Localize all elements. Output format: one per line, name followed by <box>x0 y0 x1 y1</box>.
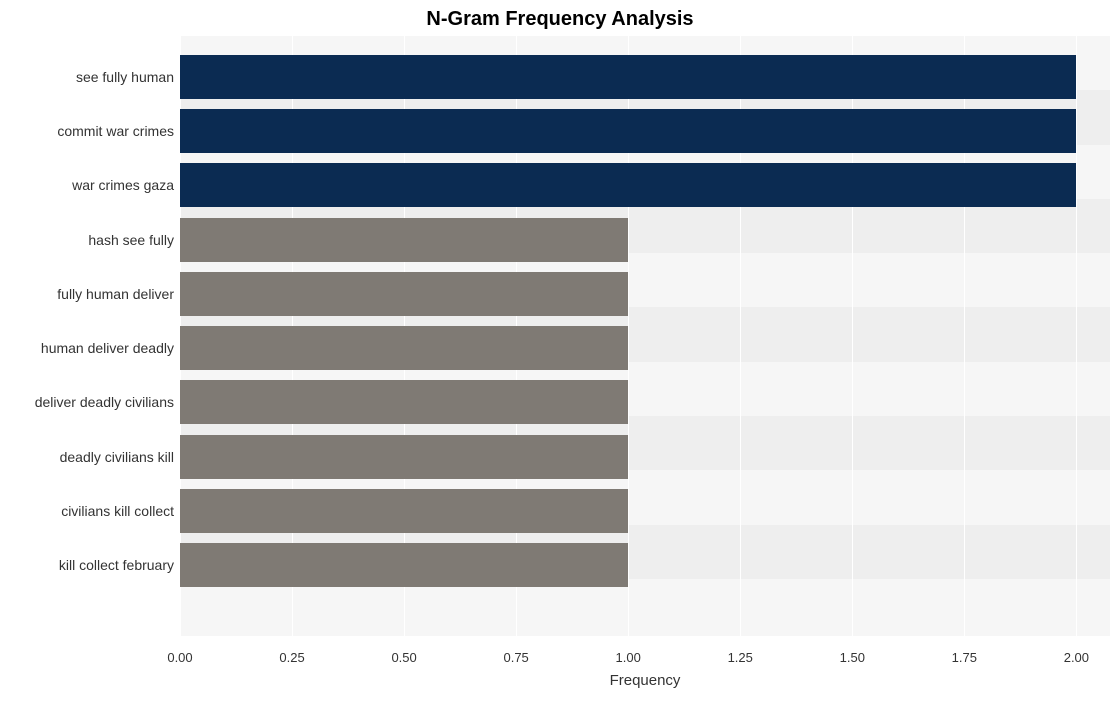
y-tick-label: deadly civilians kill <box>60 449 180 465</box>
y-tick-label: commit war crimes <box>57 123 180 139</box>
bar <box>180 543 628 587</box>
x-tick-label: 0.00 <box>167 636 192 665</box>
bars-layer <box>180 36 1110 636</box>
bar <box>180 380 628 424</box>
y-tick-label: hash see fully <box>88 232 180 248</box>
x-tick-label: 0.75 <box>503 636 528 665</box>
bar <box>180 55 1076 99</box>
x-tick-label: 1.75 <box>952 636 977 665</box>
ngram-frequency-chart: N-Gram Frequency Analysis Frequency 0.00… <box>0 0 1120 701</box>
y-tick-label: civilians kill collect <box>61 503 180 519</box>
x-tick-label: 0.50 <box>391 636 416 665</box>
bar <box>180 435 628 479</box>
x-tick-label: 1.50 <box>840 636 865 665</box>
bar <box>180 489 628 533</box>
y-tick-label: fully human deliver <box>57 286 180 302</box>
y-tick-label: see fully human <box>76 69 180 85</box>
plot-area: Frequency 0.000.250.500.751.001.251.501.… <box>180 36 1110 636</box>
x-tick-label: 2.00 <box>1064 636 1089 665</box>
y-tick-label: war crimes gaza <box>72 177 180 193</box>
chart-title: N-Gram Frequency Analysis <box>0 8 1120 31</box>
x-tick-label: 1.25 <box>728 636 753 665</box>
bar <box>180 272 628 316</box>
bar <box>180 326 628 370</box>
bar <box>180 109 1076 153</box>
x-tick-label: 0.25 <box>279 636 304 665</box>
y-tick-label: human deliver deadly <box>41 340 180 356</box>
bar <box>180 218 628 262</box>
x-tick-label: 1.00 <box>616 636 641 665</box>
bar <box>180 163 1076 207</box>
y-tick-label: kill collect february <box>59 557 180 573</box>
y-tick-label: deliver deadly civilians <box>35 394 180 410</box>
